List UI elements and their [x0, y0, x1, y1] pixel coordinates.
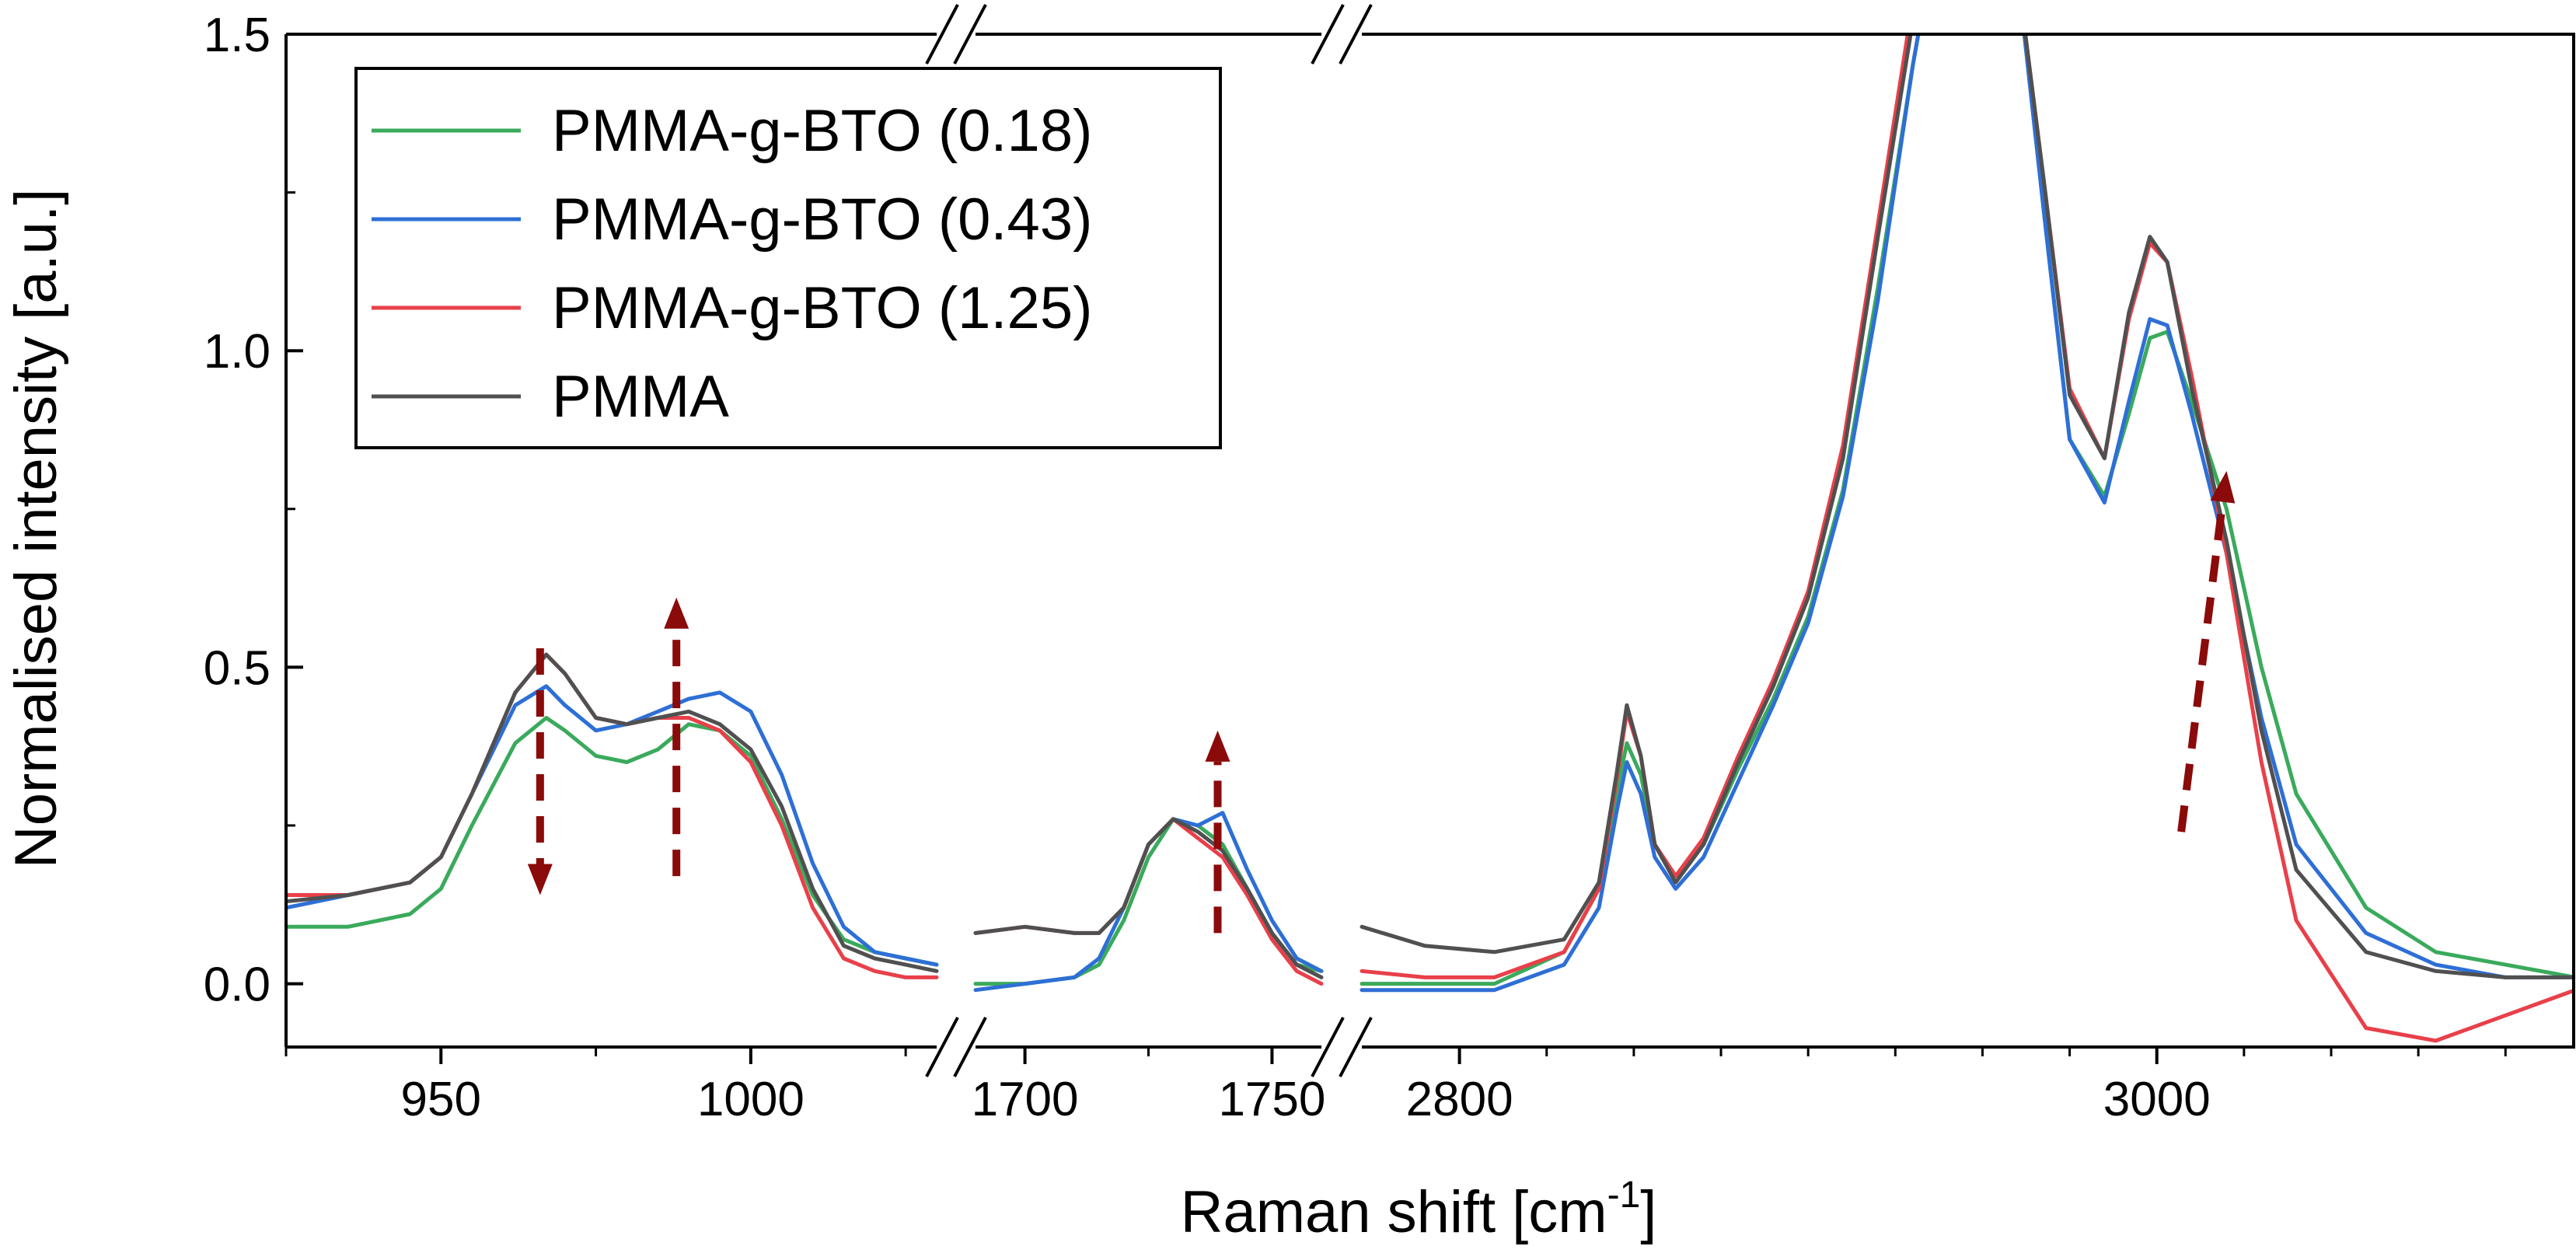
- series-line-3-panel-2: [1360, 34, 2575, 979]
- y-tick-label-3: 1.5: [204, 9, 271, 62]
- axis-break-mark-0-0-1: [953, 4, 987, 65]
- x-tick-label-0-0: 950: [401, 1073, 481, 1126]
- annotation-arrow-head-1: [664, 597, 689, 629]
- annotation-arrow-head-2: [1205, 730, 1230, 762]
- legend-label-0: PMMA-g-BTO (0.18): [552, 98, 1092, 164]
- series-layer: [286, 34, 2575, 1043]
- x-tick-label-0-1: 1000: [697, 1073, 805, 1126]
- series-line-3-panel-0: [286, 652, 939, 973]
- y-tick-label-1: 0.5: [204, 641, 271, 695]
- x-axis-title-superscript: -1: [1607, 1174, 1641, 1216]
- y-axis-title: Normalised intensity [a.u.]: [3, 189, 69, 868]
- annotation-arrow-head-0: [527, 864, 553, 895]
- x-tick-label-2-1: 3000: [2103, 1073, 2211, 1126]
- series-line-0-panel-2: [1360, 34, 2575, 986]
- x-tick-label-2-0: 2800: [1406, 1073, 1513, 1126]
- legend: PMMA-g-BTO (0.18) PMMA-g-BTO (0.43) PMMA-g…: [354, 67, 1222, 449]
- axis-break-mark-1-0-1: [1339, 4, 1373, 65]
- axis-break-mark-1-1-0: [1311, 1017, 1345, 1077]
- axis-break-mark-1-0-0: [1311, 4, 1345, 65]
- annotation-arrow-shaft-3: [2177, 501, 2227, 832]
- axes-layer: 0.0 0.5 1.0 1.5 950 1000 1700 1750 2800 3000: [204, 4, 2575, 1126]
- axis-break-mark-1-1-1: [1339, 1017, 1373, 1077]
- y-tick-label-2: 1.0: [204, 325, 271, 379]
- axis-break-mark-0-0-0: [925, 4, 959, 65]
- x-axis-title-text: Raman shift [cm: [1181, 1179, 1607, 1245]
- legend-label-1: PMMA-g-BTO (0.43): [552, 187, 1092, 253]
- legend-label-2: PMMA-g-BTO (1.25): [552, 275, 1092, 341]
- annotation-arrow-head-3: [2210, 470, 2236, 504]
- x-tick-label-1-0: 1700: [972, 1073, 1079, 1126]
- series-line-0-panel-0: [286, 716, 939, 967]
- y-tick-label-0: 0.0: [204, 958, 271, 1012]
- series-line-3-panel-1: [973, 817, 1324, 979]
- x-axis-title-suffix: ]: [1640, 1179, 1656, 1245]
- x-tick-label-1-1: 1750: [1218, 1073, 1325, 1126]
- axis-break-mark-0-1-0: [925, 1017, 959, 1077]
- legend-label-3: PMMA: [552, 364, 729, 430]
- annotation-layer: [527, 470, 2236, 934]
- axis-break-mark-0-1-1: [953, 1017, 987, 1077]
- x-axis-title: Raman shift [cm-1]: [1181, 1174, 1657, 1245]
